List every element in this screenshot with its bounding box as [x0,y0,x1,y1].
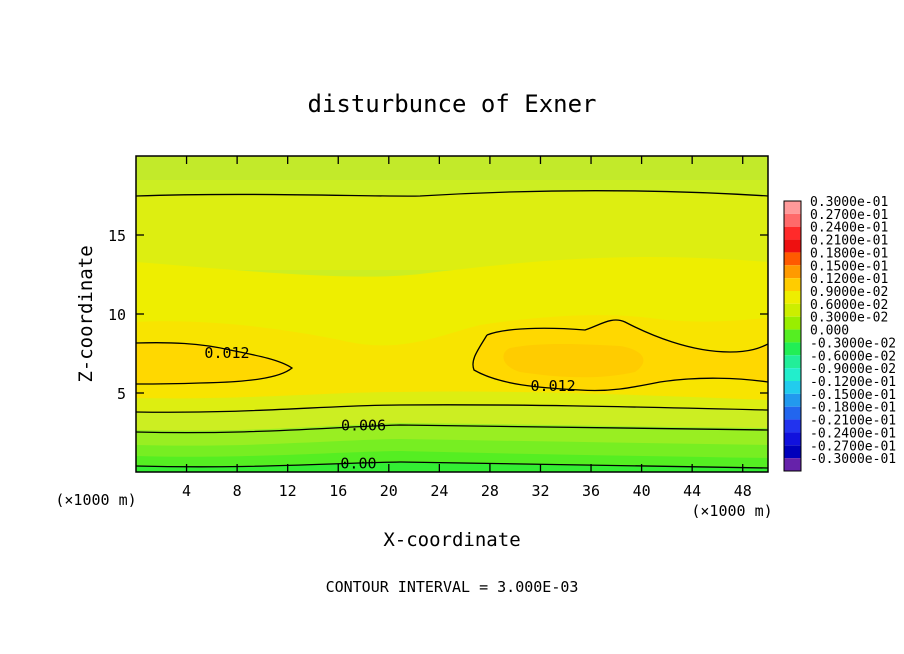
colorbar-swatch [784,226,801,240]
colorbar-label: 0.9000e-02 [810,285,888,300]
x-tick-label: 48 [734,482,752,500]
contour-label: 0.006 [341,417,386,435]
colorbar-label: 0.1200e-01 [810,272,888,287]
colorbar-swatch [784,252,801,266]
colorbar-label: 0.1500e-01 [810,259,888,274]
colorbar-label: 0.2700e-01 [810,208,888,223]
contour-label: 0.012 [204,344,249,362]
colorbar-swatch [784,291,801,304]
colorbar-swatch [784,368,801,381]
colorbar-swatch [784,458,801,471]
colorbar-label: -0.1200e-01 [810,375,896,390]
colorbar: 0.3000e-010.2700e-010.2400e-010.2100e-01… [783,195,896,472]
colorbar-label: 0.3000e-02 [810,311,888,326]
colorbar-swatch [784,239,801,253]
x-tick-label: 12 [279,482,297,500]
colorbar-swatch [784,213,801,227]
colorbar-swatch [784,316,801,330]
colorbar-label: -0.3000e-01 [810,452,896,467]
x-tick-label: 20 [380,482,398,500]
x-tick-label: 24 [430,482,448,500]
colorbar-label: 0.6000e-02 [810,298,888,313]
x-tick-label: 28 [481,482,499,500]
y-tick-label: 5 [117,385,126,403]
colorbar-label: -0.1500e-01 [810,388,896,403]
y-tick-label: 15 [108,227,126,245]
y-axis: 5 10 15 [108,227,768,403]
x-axis: 4 8 12 16 20 24 28 32 36 40 44 48 [182,156,752,500]
colorbar-swatch [784,329,801,343]
y-unit-label: (×1000 m) [55,491,136,509]
x-tick-label: 36 [582,482,600,500]
contour-label: 0.012 [531,377,576,395]
x-tick-label: 44 [683,482,701,500]
colorbar-label: 0.1800e-01 [810,246,888,261]
x-tick-label: 8 [233,482,242,500]
y-tick-label: 10 [108,306,126,324]
colorbar-label: 0.2100e-01 [810,234,888,249]
colorbar-label: -0.2700e-01 [810,439,896,454]
colorbar-label: 0.000 [810,324,849,339]
colorbar-swatch [784,265,801,279]
colorbar-label: -0.2100e-01 [810,414,896,429]
colorbar-swatch [784,278,801,291]
chart-title: disturbunce of Exner [308,90,597,118]
x-tick-label: 40 [633,482,651,500]
colorbar-swatch [784,381,801,394]
colorbar-swatch [784,342,801,356]
x-tick-label: 16 [329,482,347,500]
colorbar-label: -0.3000e-02 [810,336,896,351]
colorbar-swatch [784,445,801,459]
colorbar-label: 0.3000e-01 [810,195,888,210]
colorbar-swatch [784,419,801,433]
colorbar-label: -0.6000e-02 [810,349,896,364]
colorbar-label: -0.1800e-01 [810,401,896,416]
colorbar-label: 0.2400e-01 [810,221,888,236]
colorbar-swatch [784,406,801,420]
contour-interval-label: CONTOUR INTERVAL = 3.000E-03 [326,578,579,596]
contour-label: 0.00 [340,455,376,473]
contour-field [136,156,768,472]
colorbar-label: -0.9000e-02 [810,362,896,377]
colorbar-swatch [784,355,801,369]
colorbar-swatch [784,432,801,446]
colorbar-swatch [784,393,801,407]
x-tick-label: 32 [531,482,549,500]
colorbar-swatch [784,303,801,317]
colorbar-swatch [784,201,801,214]
x-unit-label: (×1000 m) [691,502,772,520]
colorbar-label: -0.2400e-01 [810,426,896,441]
colorbar-frame [783,200,802,472]
y-axis-label: Z-coordinate [75,245,97,382]
x-tick-label: 4 [182,482,191,500]
x-axis-label: X-coordinate [383,529,520,551]
